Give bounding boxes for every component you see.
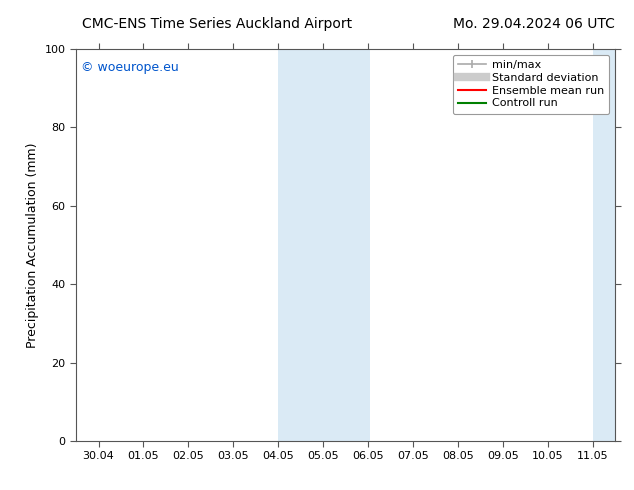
Text: © woeurope.eu: © woeurope.eu [81,61,179,74]
Bar [278,49,370,441]
Text: CMC-ENS Time Series Auckland Airport: CMC-ENS Time Series Auckland Airport [82,17,353,31]
Legend: min/max, Standard deviation, Ensemble mean run, Controll run: min/max, Standard deviation, Ensemble me… [453,54,609,114]
Text: Mo. 29.04.2024 06 UTC: Mo. 29.04.2024 06 UTC [453,17,615,31]
Y-axis label: Precipitation Accumulation (mm): Precipitation Accumulation (mm) [26,142,39,348]
Bar [593,49,619,441]
